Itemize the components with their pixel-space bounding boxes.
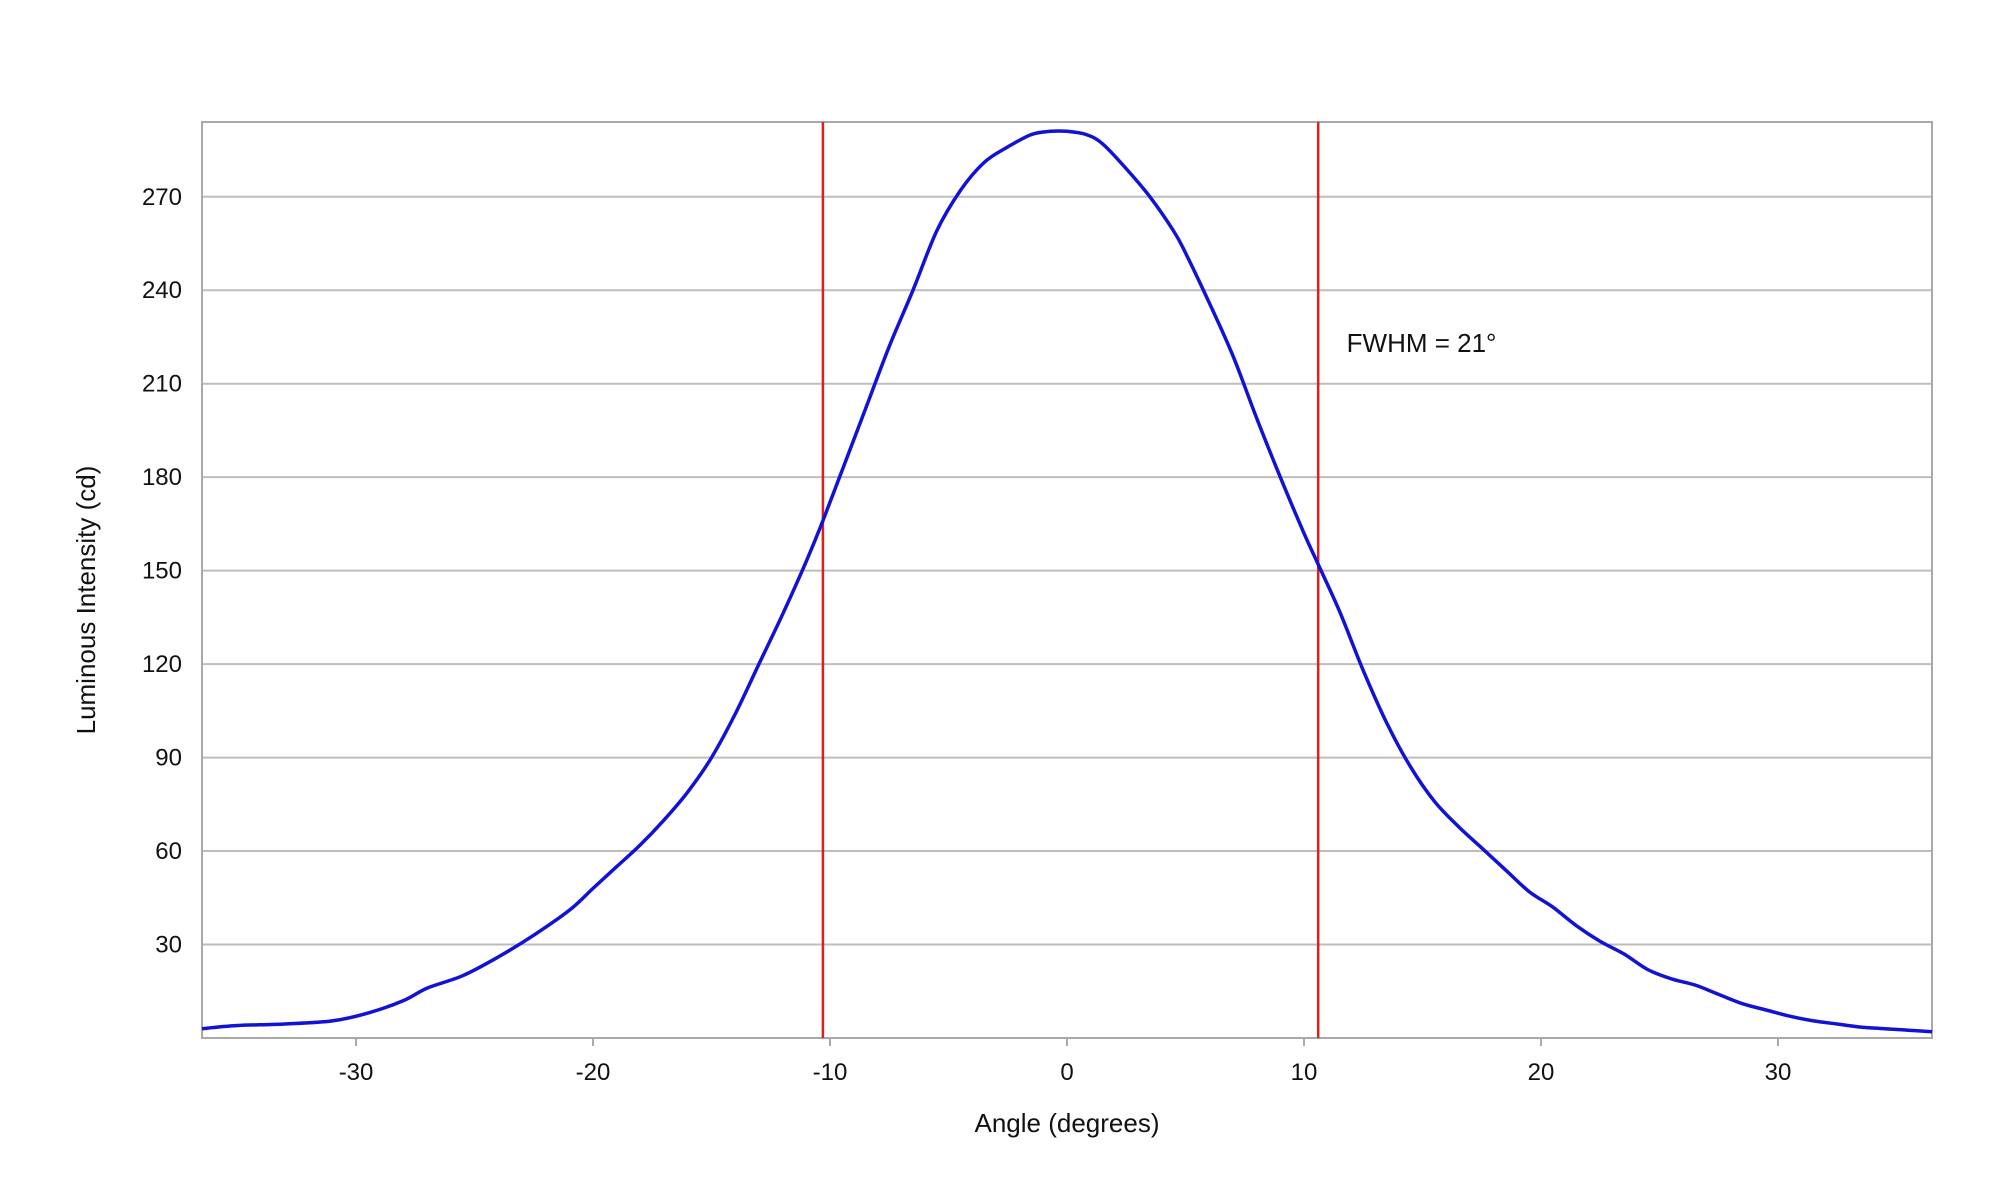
x-axis-title: Angle (degrees) (975, 1108, 1160, 1138)
y-tick-label-270: 270 (142, 184, 182, 211)
x-tick-labels: -30 -20 -10 0 10 20 30 (339, 1059, 1792, 1086)
fwhm-annotation: FWHM = 21° (1347, 328, 1497, 358)
x-tick-label-20: 20 (1528, 1059, 1555, 1086)
y-tick-label-210: 210 (142, 371, 182, 398)
fwhm-markers (355, 122, 1779, 1046)
y-axis-title: Luminous Intensity (cd) (71, 466, 101, 735)
y-tick-labels: 30 60 90 120 150 180 210 240 270 (142, 184, 182, 959)
y-tick-label-180: 180 (142, 464, 182, 491)
x-tick-label--30: -30 (339, 1059, 374, 1086)
x-tick-label--20: -20 (576, 1059, 611, 1086)
plot-frame (201, 121, 1933, 1039)
y-tick-label-120: 120 (142, 651, 182, 678)
y-tick-label-150: 150 (142, 558, 182, 585)
y-tick-label-60: 60 (155, 838, 182, 865)
intensity-curve (201, 129, 1933, 1034)
gridlines (202, 195, 1932, 946)
x-tick-label-10: 10 (1291, 1059, 1318, 1086)
y-tick-label-240: 240 (142, 277, 182, 304)
x-tick-label--10: -10 (813, 1059, 848, 1086)
y-tick-label-90: 90 (155, 745, 182, 772)
y-tick-label-30: 30 (155, 932, 182, 959)
x-tick-label-30: 30 (1765, 1059, 1792, 1086)
x-tick-label-0: 0 (1060, 1059, 1073, 1086)
